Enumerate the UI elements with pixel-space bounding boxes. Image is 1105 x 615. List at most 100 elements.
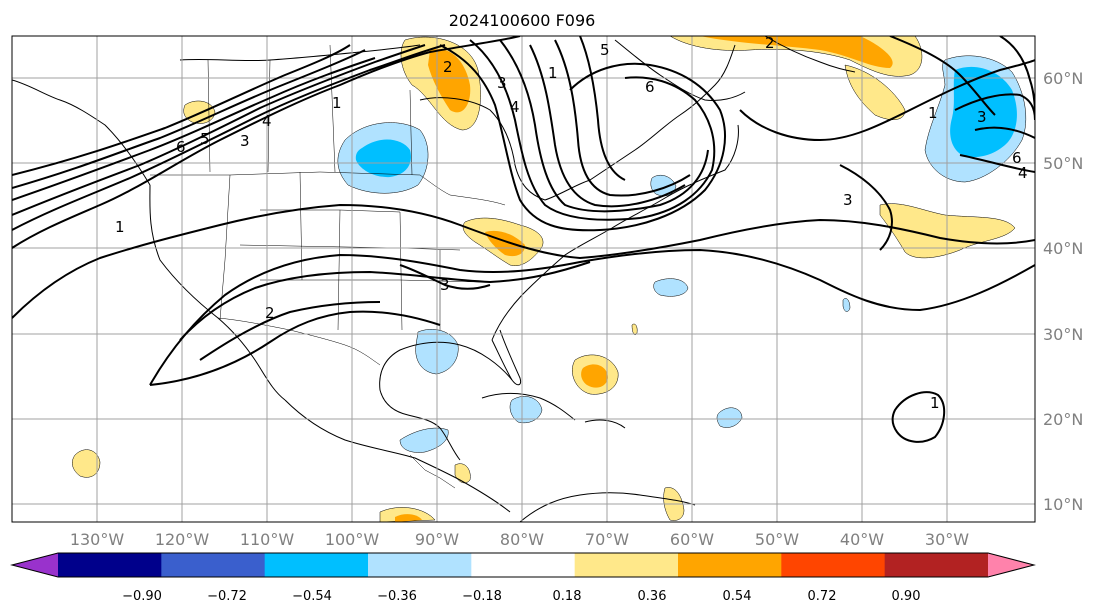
lon-label: 130°W [70,530,125,549]
contour-label: 3 [240,132,250,150]
state-line-4 [337,209,341,331]
coast-west-north-america [149,184,286,401]
contour-6-north [12,44,351,176]
colorbar-tick-label: −0.54 [292,589,332,604]
coast-arctic [179,44,421,62]
colorbar-segments [58,553,989,577]
lat-label: 30°N [1043,325,1083,344]
contour-south-1 [12,203,1035,319]
lon-label: 110°W [240,530,295,549]
contour-1-loop [891,391,946,443]
contour-label: 3 [977,108,987,126]
contour-label: 5 [200,130,210,148]
state-line-7 [399,211,403,331]
positive-anomaly-atlantic-south-core [581,364,608,388]
state-line-3 [299,171,303,281]
lon-label: 50°W [755,530,799,549]
contour-atlantic-6 [974,126,1035,139]
map-area: 1 2 3 4 5 6 1 2 3 4 5 6 1 3 4 6 3 1 2 3 … [12,34,1035,522]
contour-label: 3 [497,74,507,92]
positive-anomaly-pacific-south-core [395,514,422,522]
colorbar-segment [471,553,576,577]
colorbar-tick-label: −0.72 [207,589,247,604]
coast-mexico-pacific [284,399,511,513]
negative-anomaly-atlantic-small [842,298,851,312]
colorbar-low-extend [12,553,58,577]
coast-cuba [481,393,576,421]
colorbar: −0.90 −0.72 −0.54 −0.36 −0.18 0.18 0.36 … [10,552,1036,604]
contour-2-north [12,44,446,231]
colorbar-segment [368,553,472,577]
trough-loop-5 [554,39,691,197]
colorbar-segment [574,553,679,577]
contour-label: 1 [115,218,125,236]
lat-label: 60°N [1043,69,1083,88]
contour-atlantic-1 [739,59,1035,142]
trough-loop-2 [469,39,716,221]
contour-label: 1 [548,64,558,82]
contour-label: 5 [600,41,610,59]
trough-loop-6 [579,36,626,181]
contour-atlantic-4b [959,154,1035,173]
colorbar-tick-label: 0.54 [723,589,752,604]
colorbar-tick-label: −0.18 [462,589,502,604]
lon-label: 60°W [670,530,714,549]
coast-alaska [12,79,151,186]
contour-label: 3 [843,191,853,209]
trough-loop-1 [439,44,726,232]
contour-label: 2 [443,58,453,76]
contour-label: 3 [440,276,450,294]
positive-anomaly-ne-atlantic [844,64,906,120]
state-line-1 [219,174,231,321]
colorbar-tick-label: −0.36 [377,589,417,604]
colorbar-tick-label: −0.90 [122,589,162,604]
contours [12,36,1035,443]
anomaly-fills [72,36,1027,522]
coast-florida [491,329,521,386]
contour-label: 1 [928,104,938,122]
colorbar-segment [161,553,266,577]
contour-south-2 [149,248,1035,386]
contour-3-central [399,264,491,290]
colorbar-high-extend [988,553,1034,577]
contour-3-north [12,44,426,216]
colorbar-segment [781,553,886,577]
contour-1-north [12,36,521,249]
contour-label: 4 [510,98,520,116]
contour-label: 2 [765,34,775,52]
longitude-labels: 130°W 120°W 110°W 100°W 90°W 80°W 70°W 6… [70,530,969,549]
contour-label: 4 [1018,164,1028,182]
lon-label: 30°W [925,530,969,549]
graticule [12,36,1035,522]
latitude-labels: 60°N 50°N 40°N 30°N 20°N 10°N [1043,69,1083,514]
us-mexico-border [217,317,381,366]
positive-anomaly-small [631,323,638,335]
lat-label: 50°N [1043,154,1083,173]
negative-anomaly-caribbean [509,396,543,424]
lat-label: 40°N [1043,239,1083,258]
lat-label: 10°N [1043,495,1083,514]
lon-label: 120°W [155,530,210,549]
colorbar-segment [264,553,369,577]
contour-label: 1 [930,394,940,412]
negative-anomaly-mexico-south [399,427,449,453]
trough-loop-4 [529,44,686,208]
lon-label: 40°W [840,530,884,549]
negative-anomaly-plains-core [355,139,411,178]
lon-label: 80°W [500,530,544,549]
state-line-6 [260,279,481,283]
contour-2-sw [149,310,441,386]
contour-4-north [12,57,376,201]
lon-label: 70°W [585,530,629,549]
central-america-border [409,454,456,489]
map-frame [11,35,1036,523]
contour-atlantic-3 [839,164,893,251]
colorbar-tick-label: 0.36 [638,589,667,604]
contour-labels: 1 2 3 4 5 6 1 2 3 4 5 6 1 3 4 6 3 1 2 3 … [115,34,1028,412]
lat-label: 20°N [1043,410,1083,429]
contour-label: 4 [262,112,272,130]
positive-anomaly-greenland-core [700,36,893,68]
coast-greenland [764,36,856,73]
contour-label: 6 [645,78,655,96]
